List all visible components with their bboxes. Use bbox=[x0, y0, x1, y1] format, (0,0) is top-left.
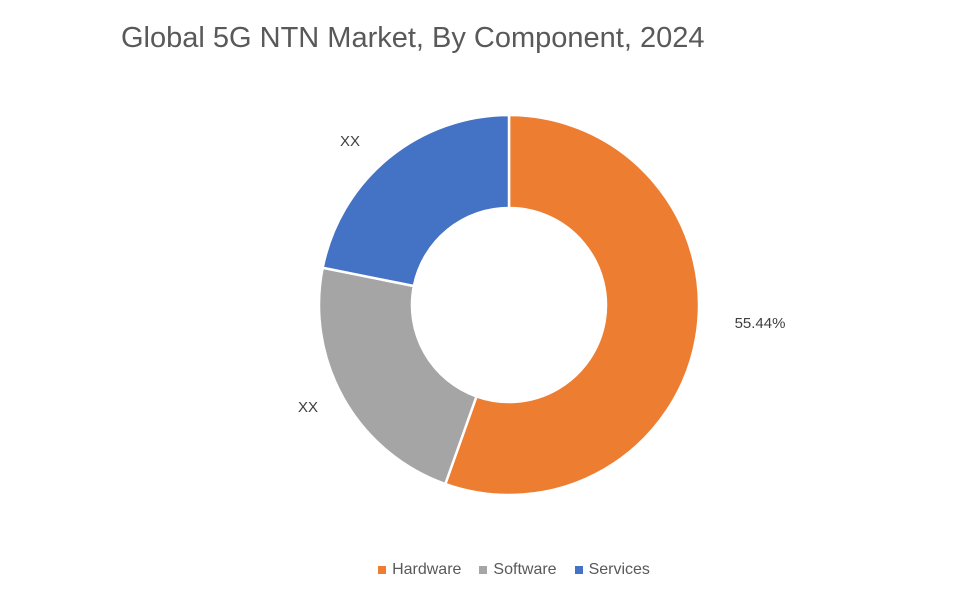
legend-swatch bbox=[574, 566, 583, 574]
data-label-hardware: 55.44% bbox=[735, 315, 786, 332]
legend-label: Services bbox=[588, 561, 650, 578]
legend: Hardware Software Services bbox=[0, 561, 968, 579]
chart-title: Global 5G NTN Market, By Component, 2024 bbox=[121, 22, 705, 54]
data-label-services: XX bbox=[340, 133, 360, 150]
slice-services bbox=[321, 113, 511, 288]
legend-label: Hardware bbox=[392, 561, 462, 578]
legend-item-hardware: Hardware bbox=[378, 561, 461, 579]
slice-software bbox=[317, 266, 479, 486]
legend-swatch bbox=[479, 566, 488, 574]
legend-swatch bbox=[378, 566, 387, 574]
legend-item-software: Software bbox=[479, 561, 557, 579]
data-label-software: XX bbox=[298, 399, 318, 416]
legend-item-services: Services bbox=[574, 561, 650, 579]
slice-hardware bbox=[443, 113, 701, 497]
legend-label: Software bbox=[493, 561, 557, 578]
